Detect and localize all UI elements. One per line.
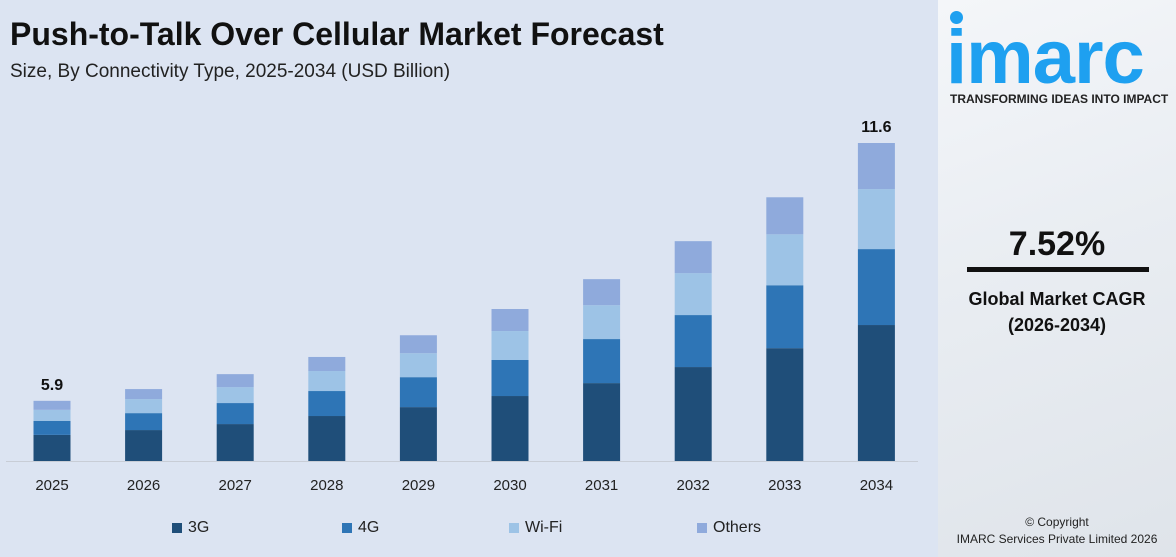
legend-item-wifi: Wi-Fi [509, 519, 562, 537]
x-tick-label: 2034 [860, 477, 893, 494]
x-tick-label: 2033 [768, 477, 801, 494]
data-label-2025: 5.9 [41, 377, 63, 394]
cagr-label: Global Market CAGR (2026-2034) [938, 286, 1176, 338]
info-panel: imarc TRANSFORMING IDEAS INTO IMPACT 7.5… [938, 0, 1176, 557]
bar-segment-wi-fi-2034 [857, 189, 895, 250]
bar-segment-wi-fi-2028 [308, 371, 346, 392]
bar-segment-wi-fi-2026 [125, 399, 163, 414]
bar-segment-wi-fi-2032 [674, 273, 712, 316]
data-label-2034: 11.6 [861, 119, 891, 136]
x-tick-label: 2030 [493, 477, 526, 494]
x-tick-label: 2027 [219, 477, 252, 494]
legend-swatch [342, 523, 352, 533]
copyright: © Copyright IMARC Services Private Limit… [938, 514, 1176, 548]
chart-title: Push-to-Talk Over Cellular Market Foreca… [10, 16, 664, 52]
bar-segment-others-2025 [33, 400, 71, 410]
bar-segment-3g-2028 [308, 416, 346, 461]
x-tick-label: 2025 [35, 477, 68, 494]
x-tick-label: 2026 [127, 477, 160, 494]
legend-label: 3G [188, 519, 210, 536]
legend-label: Others [713, 519, 762, 536]
bar-segment-4g-2031 [583, 339, 621, 384]
bar-segment-others-2034 [857, 143, 895, 190]
bar-segment-others-2029 [399, 335, 437, 354]
bar-segment-3g-2029 [399, 407, 437, 461]
legend-item-others: Others [697, 519, 761, 537]
bar-segment-3g-2030 [491, 396, 529, 461]
chart-panel: Push-to-Talk Over Cellular Market Foreca… [0, 16, 938, 539]
chart-subtitle: Size, By Connectivity Type, 2025-2034 (U… [10, 61, 451, 82]
cagr-value: 7.52% [1008, 225, 1106, 263]
bar-segment-4g-2028 [308, 391, 346, 417]
x-tick-label: 2028 [310, 477, 343, 494]
bar-segment-3g-2025 [33, 434, 71, 461]
bar-segment-others-2026 [125, 389, 163, 400]
bar-segment-wi-fi-2027 [216, 387, 254, 404]
legend-swatch [172, 523, 182, 533]
stacked-bar-chart: 2025 5.9 2026 2027 2028 2029 2030 2031 2032 2033 2… [6, 119, 918, 494]
legend: 3G 4G Wi-Fi Others [0, 519, 938, 539]
bar-segment-wi-fi-2031 [583, 305, 621, 340]
company-name: IMARC Services Private Limited 2026 [956, 532, 1158, 546]
bar-segment-others-2028 [308, 356, 346, 372]
divider [967, 267, 1149, 272]
bar-segment-others-2027 [216, 374, 254, 388]
x-tick-label: 2029 [402, 477, 435, 494]
bar-segment-4g-2026 [125, 413, 163, 431]
copyright-text: © Copyright [1025, 515, 1089, 529]
bar-segment-3g-2032 [674, 367, 712, 461]
bar-segment-4g-2029 [399, 377, 437, 408]
legend-swatch [509, 523, 519, 533]
x-tick-label: 2032 [677, 477, 710, 494]
bar-segment-others-2033 [766, 197, 804, 235]
legend-label: 4G [358, 519, 380, 536]
bar-segment-4g-2030 [491, 359, 529, 397]
bar-segment-3g-2026 [125, 430, 163, 461]
x-tick-label: 2031 [585, 477, 618, 494]
bar-segment-others-2032 [674, 241, 712, 274]
bar-segment-3g-2033 [766, 348, 804, 461]
legend-label: Wi-Fi [525, 519, 563, 536]
bar-segment-4g-2027 [216, 403, 254, 425]
bar-segment-wi-fi-2033 [766, 234, 804, 286]
legend-item-3g: 3G [172, 519, 209, 537]
bar-segment-4g-2032 [674, 315, 712, 368]
bar-segment-4g-2033 [766, 285, 804, 349]
bar-segment-3g-2031 [583, 383, 621, 461]
legend-item-4g: 4G [342, 519, 379, 537]
cagr-label-text: Global Market CAGR [968, 289, 1146, 309]
bar-segment-wi-fi-2029 [399, 353, 437, 378]
brand-tagline: TRANSFORMING IDEAS INTO IMPACT [950, 92, 1169, 106]
bar-segment-3g-2034 [857, 325, 895, 461]
bar-segment-wi-fi-2030 [491, 331, 529, 360]
logo-dot [950, 11, 963, 24]
bar-segment-3g-2027 [216, 424, 254, 461]
bar-segment-4g-2025 [33, 420, 71, 435]
bar-segment-others-2031 [583, 279, 621, 306]
bar-segment-4g-2034 [857, 249, 895, 326]
cagr-period: (2026-2034) [1007, 315, 1107, 335]
imarc-logo: imarc [946, 15, 1145, 100]
legend-swatch [697, 523, 707, 533]
bar-segment-others-2030 [491, 309, 529, 332]
bar-segment-wi-fi-2025 [33, 409, 71, 421]
